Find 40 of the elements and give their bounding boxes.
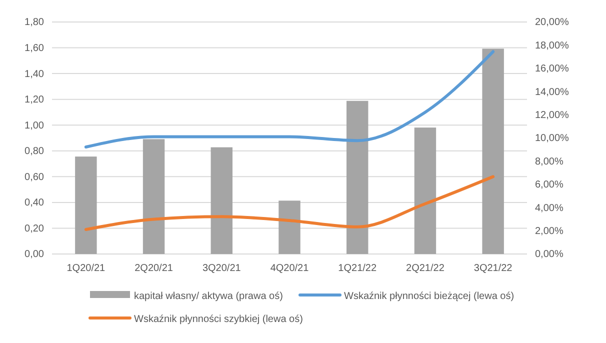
- y-tick-label: 1,60: [24, 42, 44, 54]
- legend-label: Wskaźnik płynności szybkiej (lewa oś): [134, 314, 303, 325]
- y-tick-label: 0,20: [24, 223, 44, 234]
- legend-label: Wskaźnik płynności bieżącej (lewa oś): [344, 291, 514, 302]
- bar: [414, 128, 436, 254]
- y2-tick-label: 2,00%: [535, 226, 564, 237]
- y2-tick-label: 14,00%: [535, 86, 570, 98]
- bar: [75, 156, 97, 254]
- y2-tick-label: 16,00%: [535, 64, 570, 75]
- y-tick-label: 0,40: [24, 198, 44, 209]
- y2-tick-label: 18,00%: [535, 40, 570, 52]
- x-tick-label: 1Q20/21: [66, 263, 106, 274]
- bar: [346, 100, 368, 254]
- x-tick-label: 3Q20/21: [202, 263, 242, 274]
- y-tick-label: 1,80: [24, 17, 44, 28]
- bar: [142, 139, 165, 254]
- y-tick-label: 0,00: [24, 249, 44, 260]
- line-series: [84, 50, 495, 149]
- legend-label: kapitał własny/ aktywa (prawa oś): [134, 291, 283, 302]
- y-tick-label: 1,00: [24, 120, 44, 132]
- bar: [278, 200, 300, 254]
- x-tick-label: 2Q20/21: [134, 263, 174, 274]
- x-tick-label: 4Q20/21: [270, 263, 310, 274]
- y2-tick-label: 8,00%: [535, 156, 564, 168]
- bar: [210, 147, 232, 254]
- y-tick-label: 0,60: [24, 172, 44, 183]
- y-tick-label: 0,80: [24, 146, 44, 158]
- y2-tick-label: 0,00%: [535, 249, 564, 260]
- y-tick-label: 1,20: [24, 94, 44, 106]
- x-tick-label: 2Q21/22: [406, 263, 445, 274]
- line-series: [84, 175, 495, 232]
- bar: [482, 48, 504, 254]
- y2-tick-label: 10,00%: [535, 133, 570, 144]
- y2-tick-label: 4,00%: [535, 202, 564, 214]
- y2-tick-label: 6,00%: [535, 180, 564, 191]
- x-tick-label: 1Q21/22: [338, 263, 377, 274]
- y2-tick-label: 12,00%: [535, 110, 570, 121]
- y2-tick-label: 20,00%: [535, 17, 570, 28]
- x-tick-label: 3Q21/22: [474, 263, 513, 274]
- y-tick-label: 1,40: [24, 68, 44, 80]
